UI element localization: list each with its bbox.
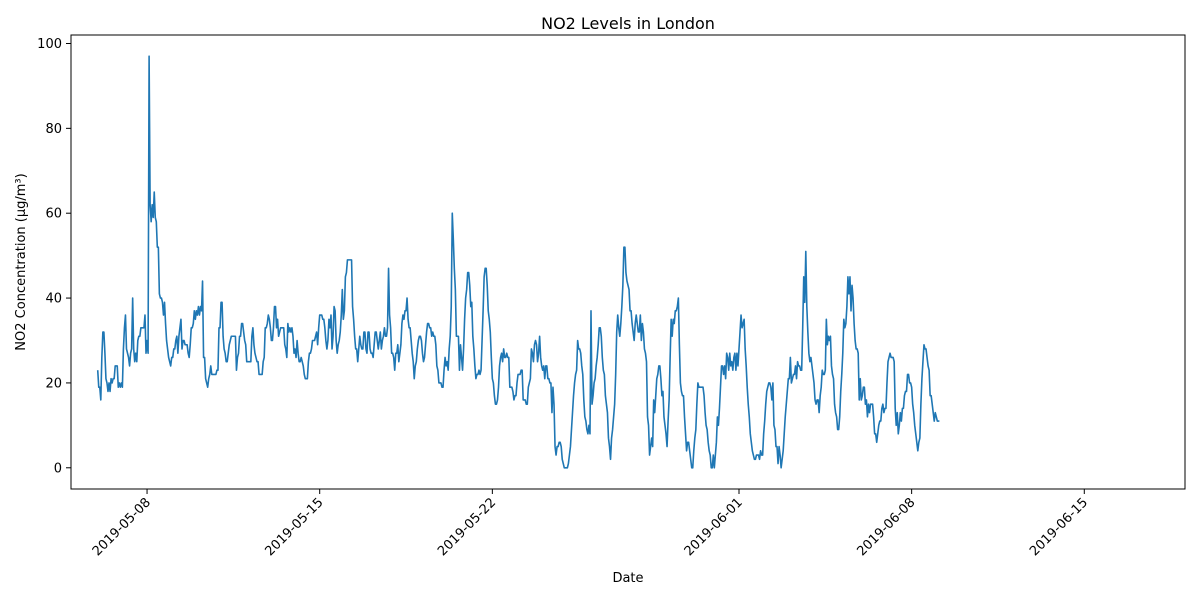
- y-tick-label: 100: [37, 37, 62, 52]
- y-tick-label: 80: [45, 122, 62, 137]
- x-axis-title: Date: [612, 571, 643, 586]
- y-tick-label: 20: [45, 376, 62, 391]
- y-axis: 0 20 40 60 80 100: [37, 37, 71, 476]
- y-tick-label: 60: [45, 207, 62, 222]
- series-layer: [96, 55, 940, 469]
- series-line-0: [96, 55, 940, 469]
- y-axis-title: NO2 Concentration (µg/m³): [14, 173, 29, 350]
- axes-frame: [70, 34, 1186, 490]
- chart-title: NO2 Levels in London: [541, 14, 715, 33]
- y-tick-label: 0: [54, 461, 62, 476]
- y-tick-label: 40: [45, 292, 62, 307]
